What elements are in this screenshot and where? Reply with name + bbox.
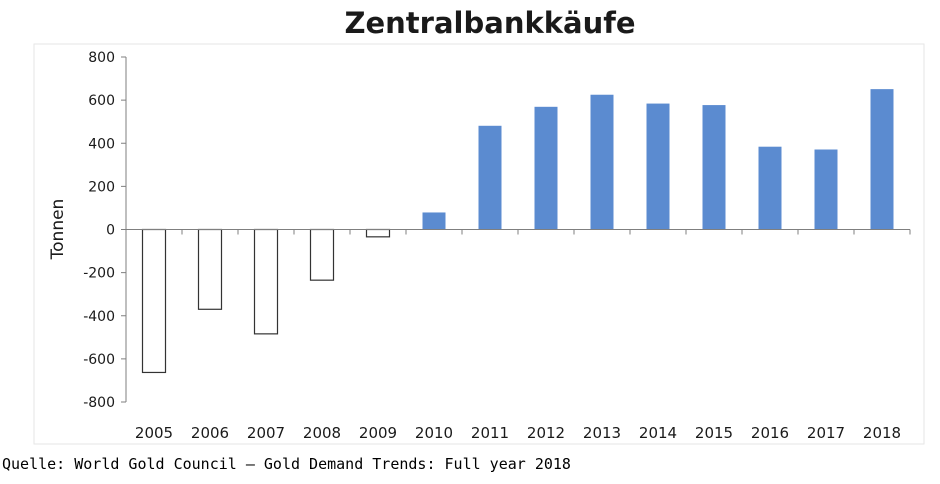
- y-tick-label: 200: [88, 179, 115, 195]
- x-tick-label: 2005: [135, 424, 173, 442]
- bar-2007: [253, 228, 279, 335]
- y-axis: 800 600 400 200 0 -200 -400 -600 -800: [83, 50, 127, 411]
- y-tick-label: 600: [88, 93, 115, 109]
- y-tick-label: 400: [88, 136, 115, 152]
- x-tick-label: 2018: [863, 424, 901, 442]
- x-tick-label: 2006: [191, 424, 229, 442]
- x-tick-label: 2015: [695, 424, 733, 442]
- y-tick-label: -800: [83, 395, 115, 411]
- bar-2010: [422, 212, 446, 230]
- y-axis-label: Tonnen: [48, 199, 68, 261]
- x-tick-label: 2010: [415, 424, 453, 442]
- x-axis: 2005 2006 2007 2008 2009 2010 2011 2012 2013 2014…: [125, 229, 911, 442]
- bar-2009: [365, 228, 391, 238]
- x-tick-label: 2013: [583, 424, 621, 442]
- bar-2016: [758, 146, 782, 230]
- y-tick-label: -400: [83, 309, 115, 325]
- chart-title: Zentralbankkäufe: [344, 6, 635, 40]
- x-tick-label: 2012: [527, 424, 565, 442]
- x-tick-label: 2014: [639, 424, 677, 442]
- bar-2008: [309, 228, 335, 281]
- bar-2017: [814, 149, 838, 230]
- bar-2018: [870, 89, 894, 230]
- x-tick-label: 2017: [807, 424, 845, 442]
- y-tick-label: -600: [83, 352, 115, 368]
- x-tick-label: 2008: [303, 424, 341, 442]
- x-tick-label: 2016: [751, 424, 789, 442]
- bar-2013: [590, 94, 614, 230]
- bar-2006: [197, 228, 223, 310]
- bar-2014: [646, 103, 670, 230]
- plot-area-border: [33, 43, 925, 445]
- bar-2005: [141, 228, 167, 374]
- x-tick-label: 2009: [359, 424, 397, 442]
- y-tick-label: 0: [106, 223, 115, 239]
- bar-2012: [534, 106, 558, 230]
- x-tick-label: 2007: [247, 424, 285, 442]
- bar-2015: [702, 105, 726, 230]
- y-tick-label: -200: [83, 266, 115, 282]
- source-note: Quelle: World Gold Council – Gold Demand…: [2, 455, 571, 473]
- bar-2011: [478, 125, 502, 230]
- y-tick-label: 800: [88, 50, 115, 66]
- x-tick-label: 2011: [471, 424, 509, 442]
